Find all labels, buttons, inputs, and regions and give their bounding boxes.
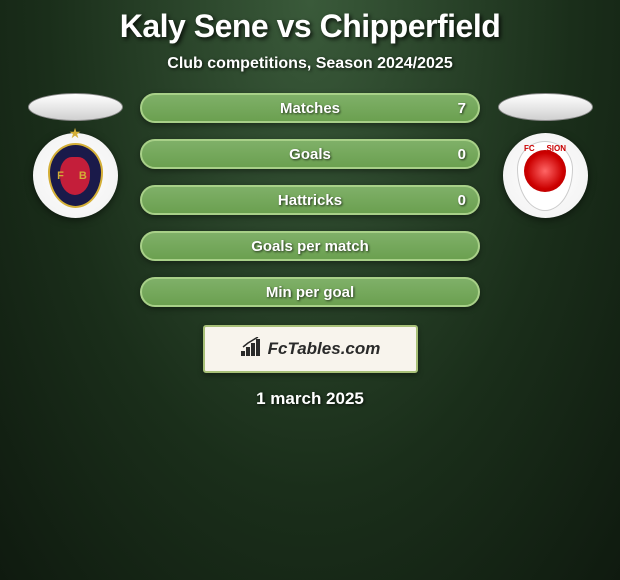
main-container: Kaly Sene vs Chipperfield Club competiti… (0, 0, 620, 417)
stat-bar-min-per-goal: Min per goal (140, 277, 480, 307)
stat-value-right: 0 (458, 192, 466, 209)
stat-value-right: 7 (458, 100, 466, 117)
stat-value-right: 0 (458, 146, 466, 163)
stat-label: Hattricks (278, 192, 342, 209)
basel-badge-icon (48, 143, 103, 208)
stat-bar-matches: Matches 7 (140, 93, 480, 123)
page-title: Kaly Sene vs Chipperfield (120, 8, 501, 45)
stat-label: Min per goal (266, 284, 354, 301)
club-badge-left: ★ (33, 133, 118, 218)
stat-bar-hattricks: Hattricks 0 (140, 185, 480, 215)
season-subtitle: Club competitions, Season 2024/2025 (167, 55, 452, 73)
date-label: 1 march 2025 (256, 389, 364, 409)
branding-box[interactable]: FcTables.com (203, 325, 418, 373)
chart-icon (240, 337, 262, 362)
stat-label: Goals per match (251, 238, 369, 255)
club-badge-right: FC SION (503, 133, 588, 218)
player-right-avatar-oval (498, 93, 593, 121)
player-right-panel: FC SION (495, 93, 595, 218)
comparison-row: ★ Matches 7 Goals 0 Hattricks 0 Goals pe… (0, 93, 620, 307)
stat-label: Goals (289, 146, 331, 163)
badge-fc-label: FC (524, 144, 535, 153)
player-left-avatar-oval (28, 93, 123, 121)
star-icon: ★ (69, 125, 82, 142)
badge-sion-label: SION (546, 144, 566, 153)
stat-label: Matches (280, 100, 340, 117)
stats-column: Matches 7 Goals 0 Hattricks 0 Goals per … (140, 93, 480, 307)
player-left-panel: ★ (25, 93, 125, 218)
branding-text: FcTables.com (268, 339, 381, 359)
stat-bar-goals: Goals 0 (140, 139, 480, 169)
sion-badge-icon: FC SION (517, 141, 573, 211)
stat-bar-goals-per-match: Goals per match (140, 231, 480, 261)
